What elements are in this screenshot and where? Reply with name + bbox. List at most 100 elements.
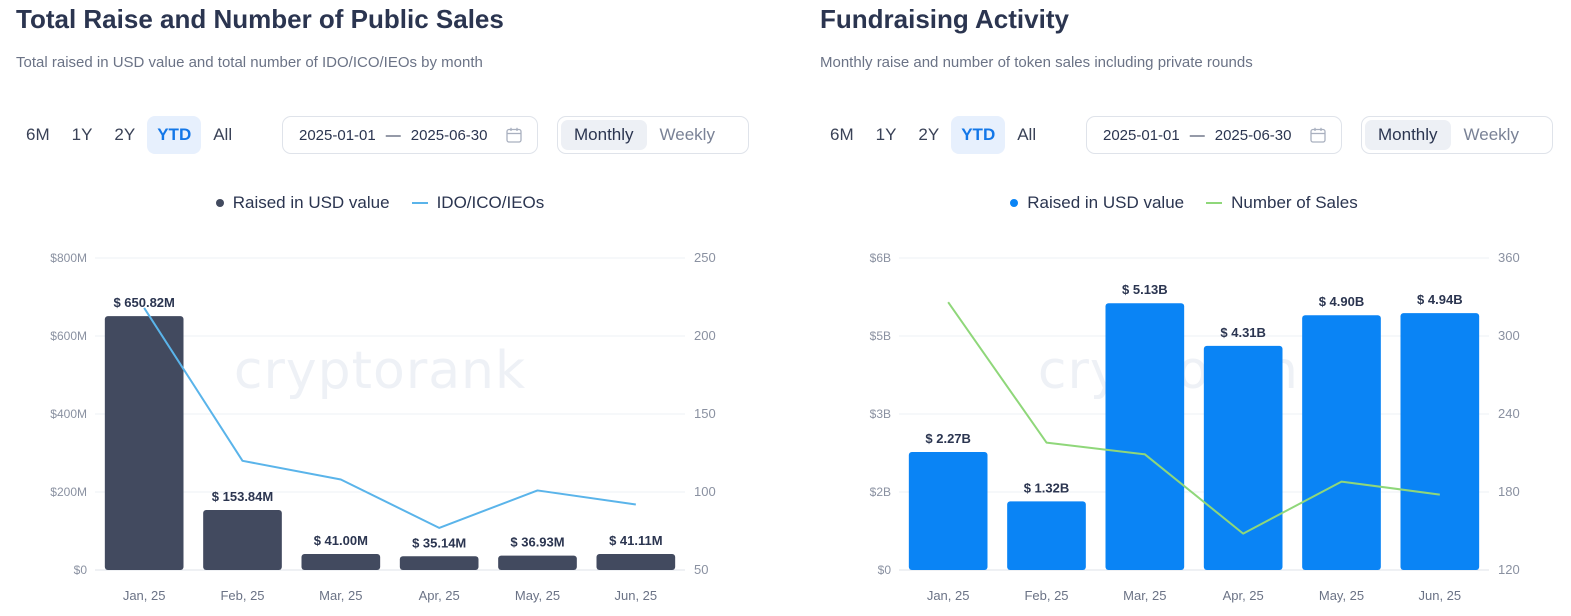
date-range-picker[interactable]: 2025-01-01 — 2025-06-30 xyxy=(282,116,538,154)
y-left-tick-label: $0 xyxy=(878,563,892,577)
date-separator: — xyxy=(385,126,401,144)
panel-fundraising: Fundraising Activity Monthly raise and n… xyxy=(804,0,1564,616)
range-selector: 6M 1Y 2Y YTD All xyxy=(16,116,242,154)
y-left-tick-label: $5B xyxy=(870,329,891,343)
monthly-toggle-button[interactable]: Monthly xyxy=(561,120,647,150)
date-from: 2025-01-01 xyxy=(299,126,376,144)
date-range-picker[interactable]: 2025-01-01 — 2025-06-30 xyxy=(1086,116,1342,154)
y-left-tick-label: $200M xyxy=(50,485,87,499)
panel-title: Total Raise and Number of Public Sales xyxy=(16,4,504,34)
range-ytd-button[interactable]: YTD xyxy=(147,116,202,154)
panel-subtitle: Total raised in USD value and total numb… xyxy=(16,54,483,71)
x-tick-label: Jan, 25 xyxy=(123,588,166,603)
bar-data-label: $ 2.27B xyxy=(925,431,971,446)
x-tick-label: May, 25 xyxy=(1319,588,1364,603)
x-tick-label: May, 25 xyxy=(515,588,560,603)
date-separator: — xyxy=(1189,126,1205,144)
legend-line-icon xyxy=(1206,202,1223,204)
bar-data-label: $ 650.82M xyxy=(113,295,174,310)
y-right-tick-label: 360 xyxy=(1498,250,1520,265)
chart-public-sales: cryptorank $0 $200M $400M $600M $800M 50 100 15… xyxy=(50,250,716,603)
legend-item-sales[interactable]: IDO/ICO/IEOs xyxy=(411,193,545,213)
range-all-button[interactable]: All xyxy=(213,125,233,144)
chart-legend: Raised in USD value IDO/ICO/IEOs xyxy=(0,193,760,213)
bar xyxy=(399,556,479,570)
x-tick-label: Apr, 25 xyxy=(419,588,460,603)
legend-label: IDO/ICO/IEOs xyxy=(436,193,545,212)
bar xyxy=(1400,313,1480,570)
legend-dot-icon xyxy=(1010,199,1019,207)
bar-data-label: $ 4.31B xyxy=(1220,325,1266,340)
y-left-tick-label: $400M xyxy=(50,407,87,421)
bar xyxy=(1302,315,1381,570)
bar-data-label: $ 5.13B xyxy=(1122,282,1168,297)
chart-legend: Raised in USD value Number of Sales xyxy=(804,193,1564,213)
range-ytd-button[interactable]: YTD xyxy=(951,116,1006,154)
x-tick-label: Mar, 25 xyxy=(1123,588,1166,603)
y-left-tick-label: $3B xyxy=(870,407,891,421)
range-selector: 6M 1Y 2Y YTD All xyxy=(820,116,1046,154)
legend-label: Raised in USD value xyxy=(1027,193,1185,212)
y-right-tick-label: 100 xyxy=(694,484,716,499)
calendar-icon[interactable] xyxy=(505,126,523,144)
y-left-tick-label: $800M xyxy=(50,251,87,265)
panel-title: Fundraising Activity xyxy=(820,4,1069,34)
y-right-tick-label: 240 xyxy=(1498,406,1520,421)
legend-label: Number of Sales xyxy=(1231,193,1358,212)
y-right-tick-label: 300 xyxy=(1498,328,1520,343)
x-tick-label: Apr, 25 xyxy=(1223,588,1264,603)
date-from: 2025-01-01 xyxy=(1103,126,1180,144)
watermark: cryptorank xyxy=(234,341,526,401)
y-left-tick-label: $6B xyxy=(870,251,891,265)
y-right-tick-label: 50 xyxy=(694,562,708,577)
bar-data-label: $ 153.84M xyxy=(212,489,273,504)
x-tick-label: Feb, 25 xyxy=(220,588,264,603)
range-1y-button[interactable]: 1Y xyxy=(71,125,93,144)
range-all-button[interactable]: All xyxy=(1017,125,1037,144)
y-right-tick-label: 180 xyxy=(1498,484,1520,499)
series-line xyxy=(143,307,636,529)
range-2y-button[interactable]: 2Y xyxy=(918,125,940,144)
weekly-toggle-button[interactable]: Weekly xyxy=(659,125,715,144)
legend-item-sales[interactable]: Number of Sales xyxy=(1206,193,1358,213)
y-right-tick-label: 250 xyxy=(694,250,716,265)
range-6m-button[interactable]: 6M xyxy=(830,125,854,144)
bar-data-label: $ 1.32B xyxy=(1024,480,1070,495)
range-2y-button[interactable]: 2Y xyxy=(114,125,136,144)
range-1y-button[interactable]: 1Y xyxy=(875,125,897,144)
x-tick-label: Jun, 25 xyxy=(615,588,658,603)
legend-line-icon xyxy=(411,202,428,204)
bar xyxy=(1203,345,1283,570)
monthly-toggle-button[interactable]: Monthly xyxy=(1365,120,1451,150)
panel-public-sales: Total Raise and Number of Public Sales T… xyxy=(0,0,760,616)
bar-data-label: $ 4.90B xyxy=(1319,294,1365,309)
interval-toggle: Monthly Weekly xyxy=(557,116,749,154)
bar xyxy=(301,554,381,570)
x-tick-label: Feb, 25 xyxy=(1024,588,1068,603)
legend-item-raised[interactable]: Raised in USD value xyxy=(1010,193,1184,213)
legend-label: Raised in USD value xyxy=(232,193,390,212)
panel-subtitle: Monthly raise and number of token sales … xyxy=(820,54,1253,71)
range-6m-button[interactable]: 6M xyxy=(26,125,50,144)
bar xyxy=(1007,501,1086,570)
date-to: 2025-06-30 xyxy=(1214,126,1292,144)
date-to: 2025-06-30 xyxy=(410,126,488,144)
legend-dot-icon xyxy=(215,199,224,207)
weekly-toggle-button[interactable]: Weekly xyxy=(1463,125,1519,144)
bar-data-label: $ 36.93M xyxy=(510,535,564,550)
bar-data-label: $ 41.00M xyxy=(314,533,368,548)
interval-toggle: Monthly Weekly xyxy=(1361,116,1553,154)
chart-fundraising: cryptorank $0$2B$3B$5B$6B120180240300360… xyxy=(870,250,1520,603)
y-left-tick-label: $2B xyxy=(870,485,891,499)
y-left-tick-label: $0 xyxy=(74,563,88,577)
y-left-tick-label: $600M xyxy=(50,329,87,343)
x-tick-label: Jan, 25 xyxy=(927,588,970,603)
y-right-tick-label: 200 xyxy=(694,328,716,343)
y-right-tick-label: 150 xyxy=(694,406,716,421)
bar xyxy=(1105,303,1185,570)
legend-item-raised[interactable]: Raised in USD value xyxy=(215,193,390,213)
bar xyxy=(104,316,184,570)
series-line xyxy=(947,301,1440,535)
calendar-icon[interactable] xyxy=(1309,126,1327,144)
bar-data-label: $ 4.94B xyxy=(1417,292,1463,307)
